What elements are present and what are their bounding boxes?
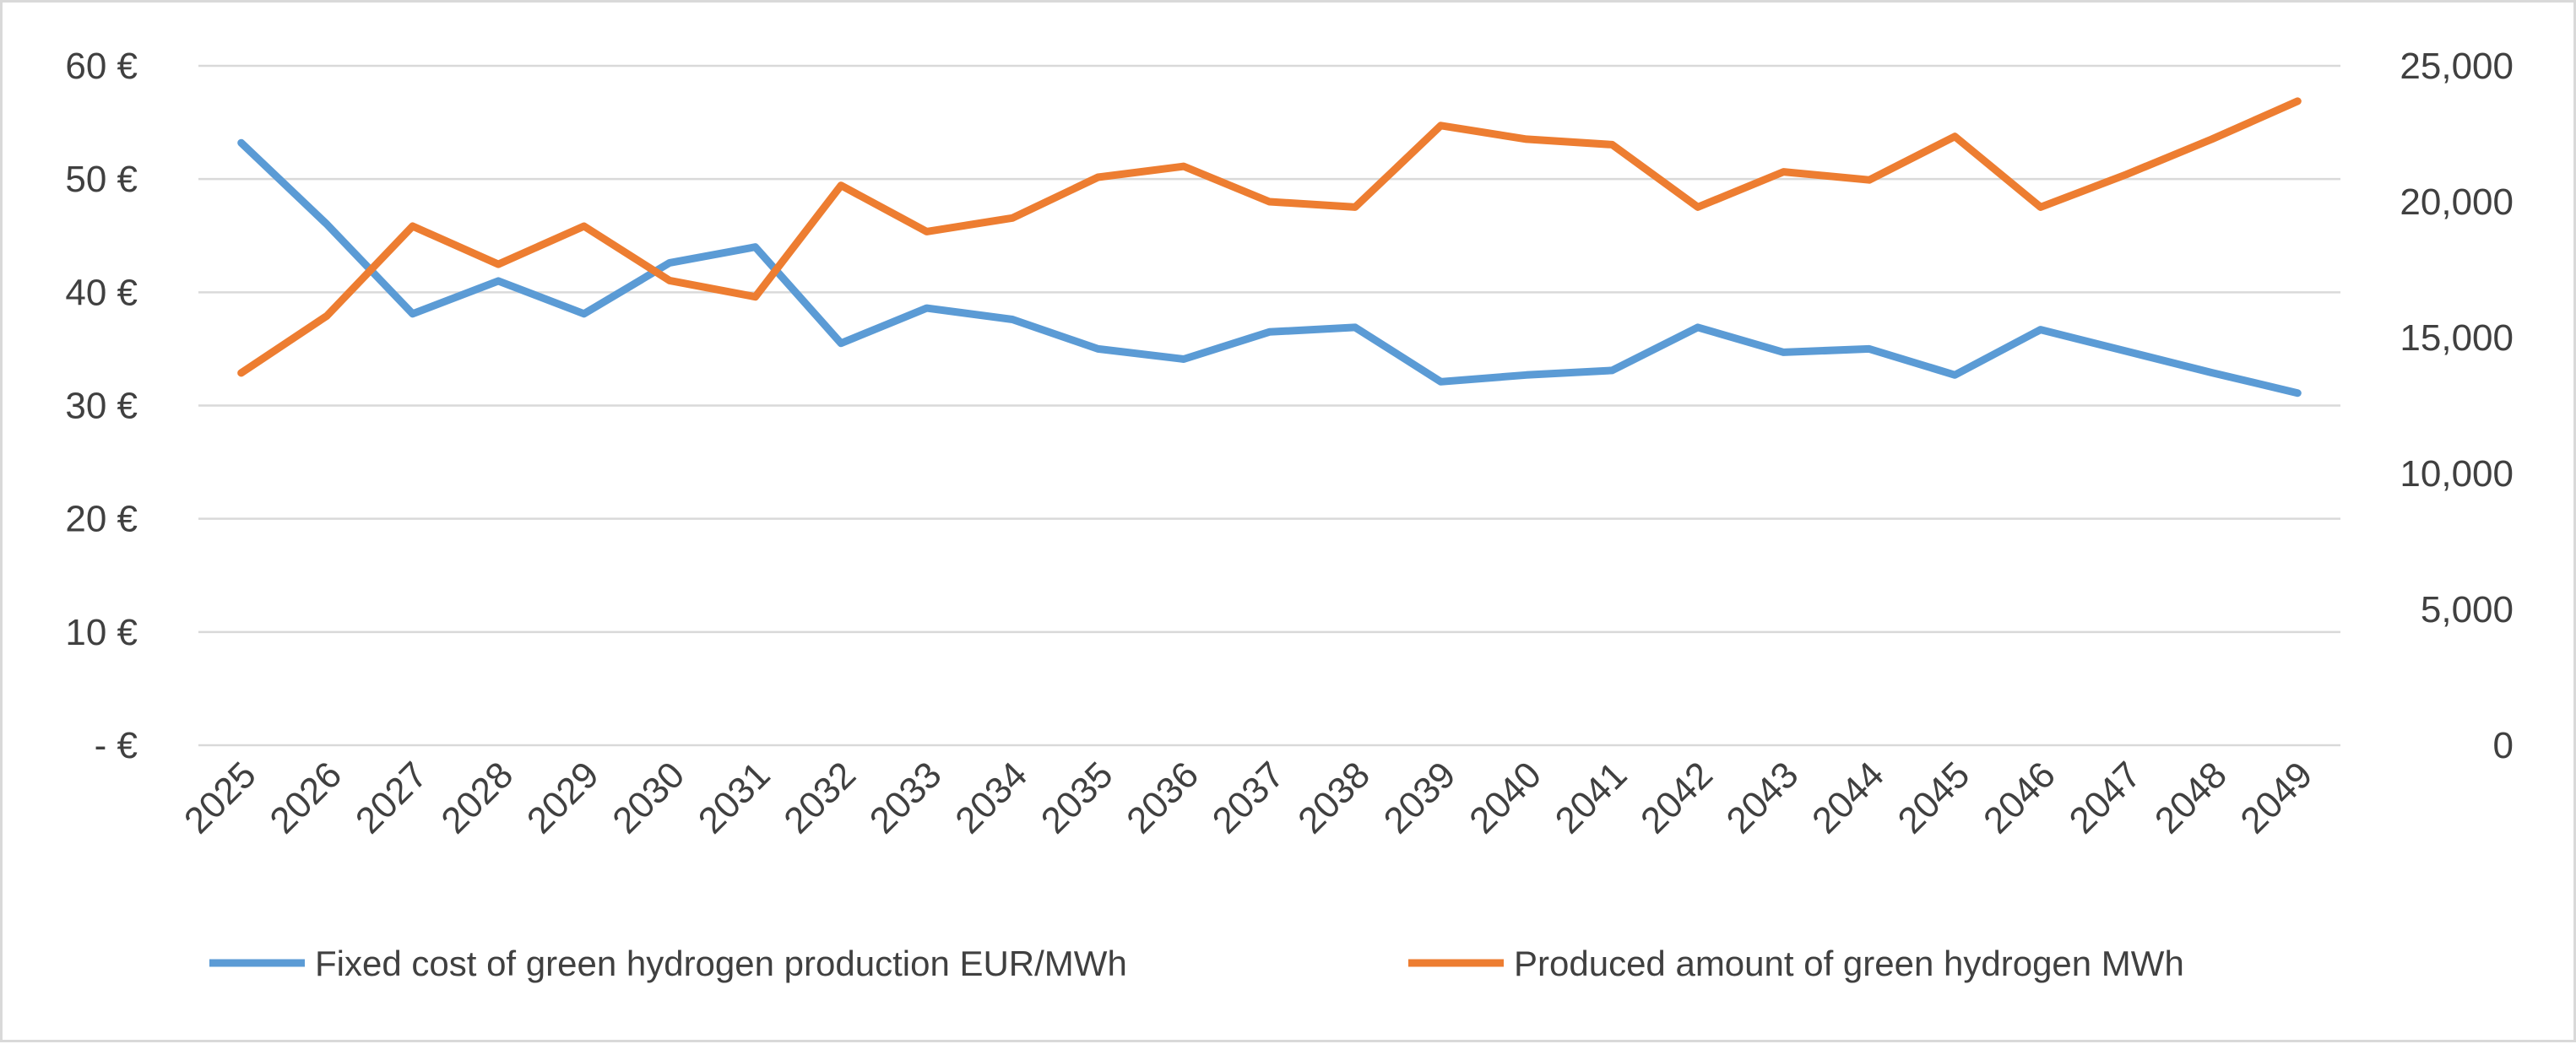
y-axis-right: 0 5,000 10,000 15,000 20,000 25,000 (2400, 46, 2514, 766)
legend-label-fixed-cost: Fixed cost of green hydrogen production … (315, 944, 1127, 983)
y-tick-label-left: 50 € (65, 159, 138, 200)
y-tick-label-right: 10,000 (2400, 453, 2514, 495)
y-tick-label-left: - € (95, 725, 138, 766)
y-tick-label-right: 15,000 (2400, 317, 2514, 359)
legend: Fixed cost of green hydrogen production … (209, 944, 2184, 983)
y-tick-label-left: 20 € (65, 499, 138, 540)
x-tick-label: 2044 (1804, 754, 1892, 841)
x-tick-label: 2031 (691, 754, 778, 841)
x-tick-label: 2036 (1119, 754, 1207, 841)
x-tick-label: 2037 (1205, 754, 1293, 841)
x-tick-label: 2045 (1890, 754, 1978, 841)
x-tick-label: 2049 (2232, 754, 2320, 841)
x-tick-label: 2041 (1548, 754, 1635, 841)
y-tick-label-left: 60 € (65, 46, 138, 87)
x-tick-label: 2026 (262, 754, 350, 841)
y-tick-label-right: 5,000 (2421, 589, 2514, 630)
x-tick-label: 2033 (862, 754, 950, 841)
x-tick-label: 2047 (2062, 754, 2150, 841)
x-tick-label: 2042 (1633, 754, 1721, 841)
series-line-0 (241, 143, 2298, 393)
x-tick-label: 2046 (1976, 754, 2064, 841)
y-tick-label-right: 0 (2493, 725, 2514, 766)
x-tick-label: 2028 (433, 754, 521, 841)
x-tick-label: 2039 (1376, 754, 1464, 841)
x-tick-label: 2034 (947, 754, 1035, 841)
y-tick-label-left: 10 € (65, 612, 138, 653)
x-tick-label: 2043 (1719, 754, 1807, 841)
x-tick-label: 2040 (1462, 754, 1549, 841)
y-tick-label-left: 30 € (65, 386, 138, 427)
x-tick-label: 2035 (1033, 754, 1121, 841)
x-tick-label: 2048 (2147, 754, 2235, 841)
x-tick-label: 2038 (1290, 754, 1378, 841)
x-tick-label: 2032 (776, 754, 864, 841)
y-tick-label-right: 25,000 (2400, 46, 2514, 87)
x-tick-label: 2030 (605, 754, 692, 841)
y-tick-label-left: 40 € (65, 272, 138, 313)
y-tick-label-right: 20,000 (2400, 181, 2514, 223)
series-lines (241, 101, 2298, 393)
x-tick-label: 2025 (176, 754, 264, 841)
x-axis: 2025202620272028202920302031203220332034… (176, 754, 2320, 841)
legend-label-produced-amount: Produced amount of green hydrogen MWh (1514, 944, 2184, 983)
x-tick-label: 2027 (348, 754, 436, 841)
gridlines (198, 66, 2340, 745)
line-chart: - € 10 € 20 € 30 € 40 € 50 € 60 € 0 5,000 10,000… (3, 3, 2573, 1040)
x-tick-label: 2029 (519, 754, 607, 841)
y-axis-left: - € 10 € 20 € 30 € 40 € 50 € 60 € (65, 46, 138, 766)
